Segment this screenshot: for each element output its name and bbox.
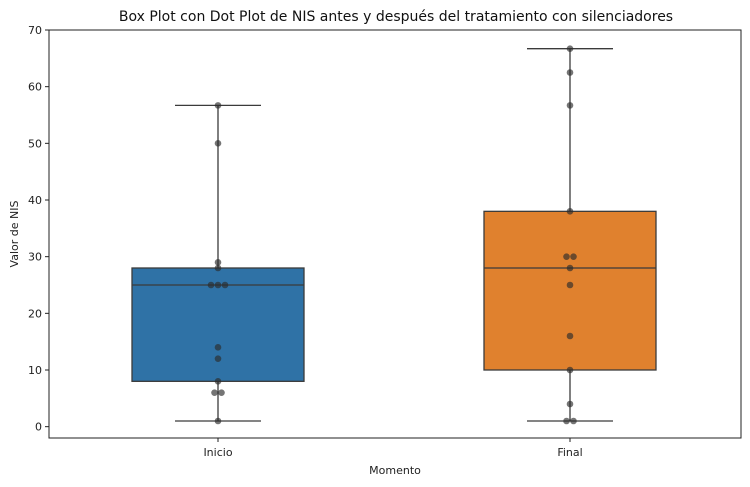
point-final-2 — [566, 400, 574, 408]
point-final-7 — [563, 253, 570, 260]
point-inicio-11 — [214, 140, 222, 147]
y-tick-label-0: 0 — [35, 421, 42, 434]
x-axis: Inicio Final — [203, 438, 583, 459]
point-final-12 — [566, 45, 574, 52]
x-axis-title: Momento — [369, 464, 421, 477]
point-inicio-10 — [214, 259, 222, 266]
x-tick-label-1: Final — [557, 446, 582, 459]
point-inicio-9 — [214, 264, 222, 272]
point-inicio-4 — [214, 355, 222, 362]
y-tick-label-6: 60 — [28, 81, 42, 94]
point-inicio-1 — [211, 389, 218, 396]
y-tick-label-3: 30 — [28, 251, 42, 264]
points-layer — [207, 45, 577, 425]
y-tick-label-1: 10 — [28, 364, 42, 377]
point-inicio-2 — [218, 389, 225, 396]
point-inicio-8 — [221, 281, 229, 289]
point-final-9 — [566, 208, 574, 215]
y-tick-label-4: 40 — [28, 194, 42, 207]
x-tick-label-0: Inicio — [203, 446, 232, 459]
y-axis: 0 10 20 30 40 50 60 70 — [28, 24, 49, 434]
point-final-6 — [566, 264, 574, 272]
y-tick-label-7: 70 — [28, 24, 42, 37]
point-inicio-12 — [214, 102, 222, 109]
chart-title: Box Plot con Dot Plot de NIS antes y des… — [119, 9, 673, 25]
y-tick-label-2: 20 — [28, 307, 42, 320]
point-final-0 — [563, 417, 570, 425]
y-axis-title: Valor de NIS — [8, 201, 21, 268]
point-final-4 — [566, 332, 574, 340]
point-inicio-3 — [214, 378, 222, 385]
boxes-layer — [131, 48, 657, 422]
point-inicio-7 — [214, 281, 222, 289]
point-inicio-5 — [214, 344, 222, 351]
point-inicio-6 — [207, 281, 215, 289]
point-final-5 — [566, 281, 574, 289]
plot-area — [48, 29, 742, 439]
y-tick-label-5: 50 — [28, 137, 42, 150]
point-final-3 — [566, 366, 574, 374]
point-final-8 — [570, 253, 577, 260]
point-inicio-0 — [214, 417, 222, 425]
point-final-10 — [566, 102, 574, 109]
point-final-11 — [566, 69, 574, 76]
point-final-1 — [570, 417, 577, 425]
box-final — [483, 210, 657, 371]
